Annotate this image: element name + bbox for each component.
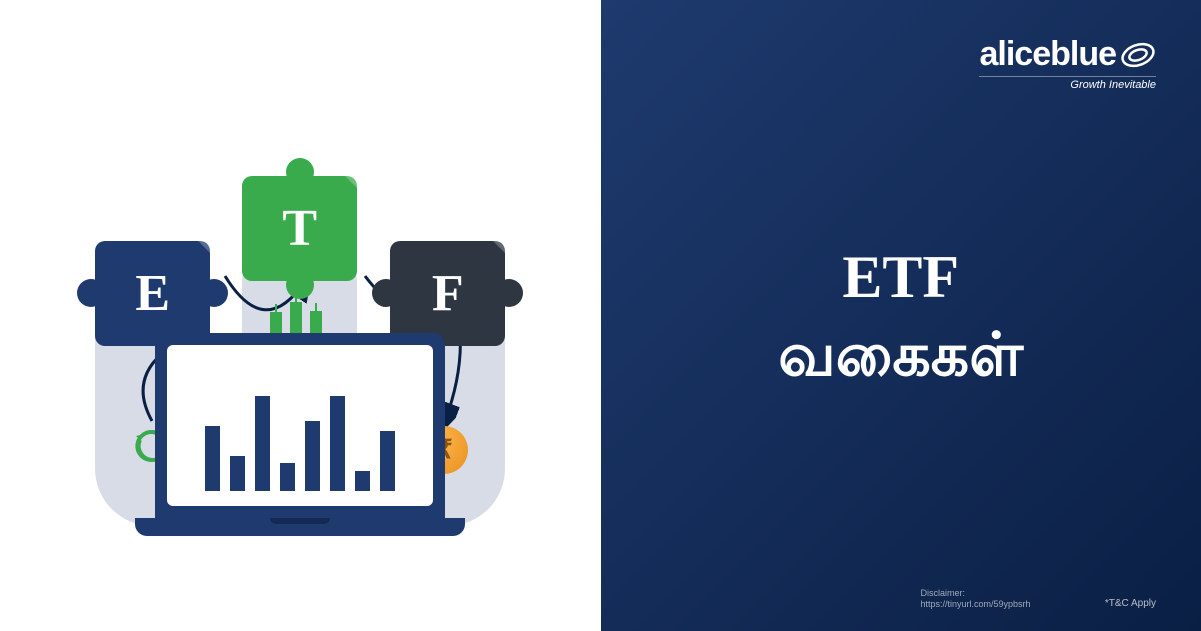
logo-swirl-icon [1120, 37, 1156, 73]
puzzle-letter-t: T [282, 199, 317, 258]
logo-tagline: Growth Inevitable [979, 76, 1156, 91]
bar-5 [305, 421, 320, 491]
logo-text: aliceblue [979, 35, 1116, 74]
bar-7 [355, 471, 370, 491]
laptop-illustration [155, 333, 445, 536]
left-illustration-panel: E T F ₹ [0, 0, 601, 631]
puzzle-letter-e: E [135, 264, 170, 323]
right-title-panel: aliceblue Growth Inevitable ETF வகைகள் D… [601, 0, 1201, 631]
title-line-1: ETF [778, 238, 1023, 316]
puzzle-piece-f: F [390, 241, 505, 346]
tc-apply-text: *T&C Apply [1105, 598, 1156, 609]
laptop-base [135, 518, 465, 536]
laptop-screen [155, 333, 445, 518]
disclaimer-text: Disclaimer: https://tinyurl.com/59ypbsrh [921, 588, 1031, 611]
puzzle-piece-e: E [95, 241, 210, 346]
bar-3 [255, 396, 270, 491]
bar-2 [230, 456, 245, 491]
puzzle-letter-f: F [432, 264, 464, 323]
laptop-bar-chart [167, 345, 433, 506]
title-line-2: வகைகள் [778, 316, 1023, 394]
bar-6 [330, 396, 345, 491]
brand-logo: aliceblue Growth Inevitable [979, 35, 1156, 91]
etf-illustration: E T F ₹ [60, 96, 540, 536]
bar-4 [280, 463, 295, 491]
bar-8 [380, 431, 395, 491]
puzzle-piece-t: T [242, 176, 357, 281]
main-title: ETF வகைகள் [778, 238, 1023, 394]
bar-1 [205, 426, 220, 491]
